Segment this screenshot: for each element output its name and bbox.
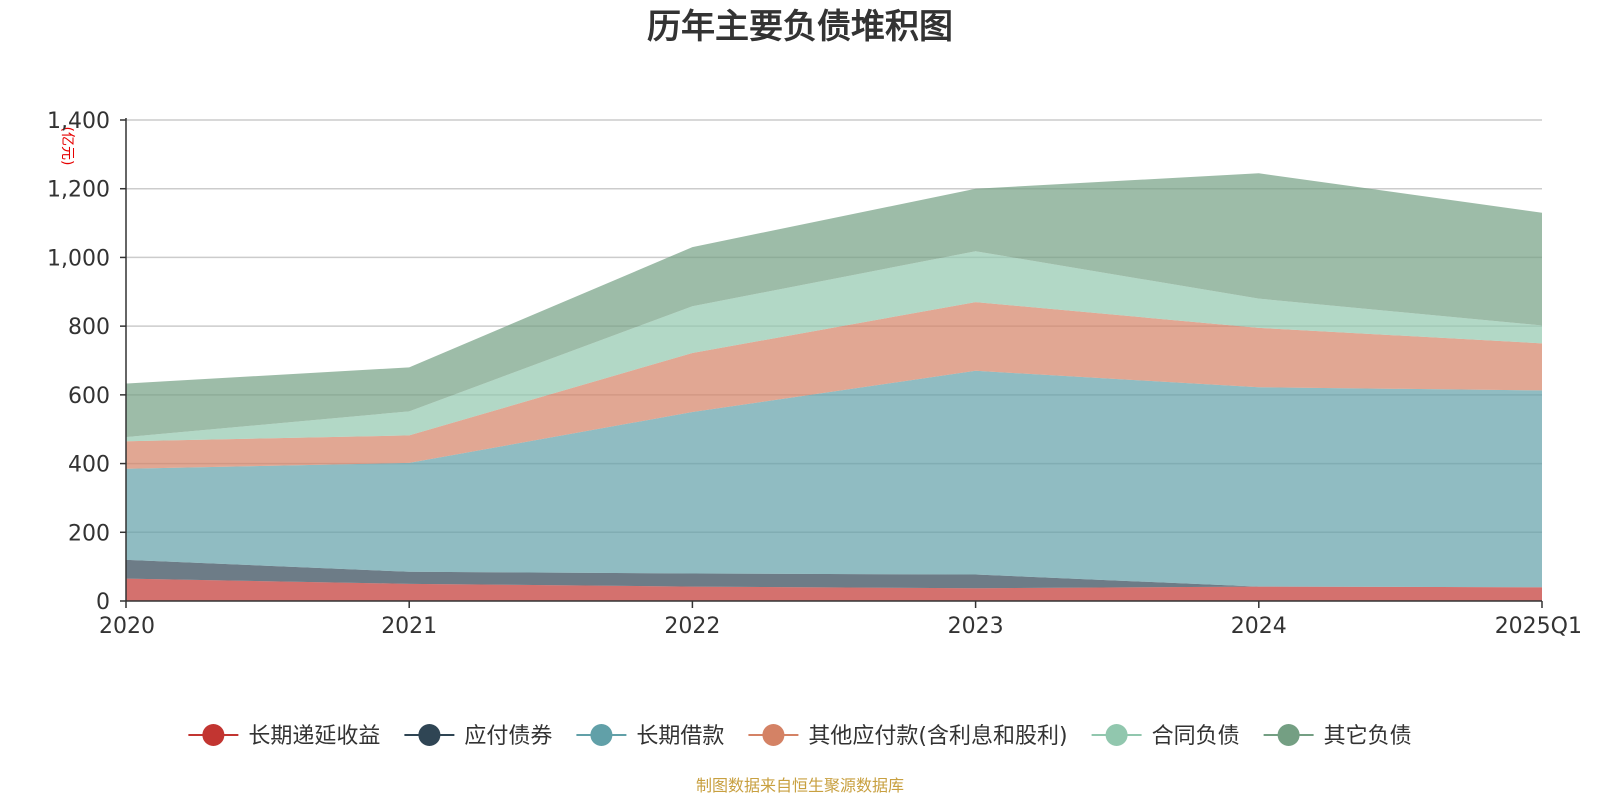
x-tick-label: 2020 (99, 614, 155, 639)
legend-marker (418, 724, 441, 746)
legend-item: 其他应付款(含利息和股利) (748, 724, 1068, 749)
y-tick-label: 1,200 (47, 178, 110, 203)
legend-label: 其它负债 (1324, 724, 1412, 749)
y-tick-label: 800 (68, 315, 110, 340)
area-其他应付款(含利息和股利) (126, 302, 1542, 469)
y-tick-label: 0 (96, 590, 110, 615)
y-tick-label: 200 (68, 521, 110, 546)
legend-label: 其他应付款(含利息和股利) (808, 724, 1067, 749)
legend-marker (1105, 724, 1128, 746)
legend-label: 长期借款 (636, 724, 724, 749)
y-tick-label: 400 (68, 453, 110, 478)
legend-item: 应付债券 (404, 724, 552, 749)
legend-label: 合同负债 (1152, 724, 1240, 749)
area-应付债券 (126, 559, 1542, 589)
area-series-group (126, 173, 1542, 601)
legend-item: 其它负债 (1263, 724, 1412, 749)
area-长期借款 (126, 370, 1542, 588)
legend-marker (1277, 724, 1300, 746)
area-其它负债 (126, 173, 1542, 438)
x-tick-label: 2022 (664, 614, 720, 639)
legend-marker (590, 724, 613, 746)
data-source-note: 制图数据来自恒生聚源数据库 (696, 776, 904, 795)
legend-label: 长期递延收益 (248, 724, 380, 749)
y-tick-label: 1,000 (47, 246, 110, 271)
x-tick-label: 2025Q1 (1495, 614, 1582, 639)
legend-marker (762, 724, 785, 746)
area-合同负债 (126, 251, 1542, 442)
y-tick-label: 600 (68, 384, 110, 409)
legend-item: 长期递延收益 (188, 724, 380, 749)
x-tick-label: 2023 (948, 614, 1004, 639)
axes: 0 200 400 600 800 1,000 1,200 1,400 2020 2021 2022… (47, 109, 1582, 639)
chart-title: 历年主要负债堆积图 (647, 7, 953, 47)
legend-item: 合同负债 (1091, 724, 1240, 749)
area-长期递延收益 (126, 578, 1542, 601)
y-tick-label: 1,400 (47, 109, 110, 134)
legend-label: 应付债券 (464, 724, 552, 749)
x-tick-label: 2021 (381, 614, 437, 639)
legend-item: 长期借款 (576, 724, 724, 749)
legend: 长期递延收益 应付债券 长期借款 其他应付款(含利息和股利) 合同负债 其它负债 (188, 724, 1412, 749)
y-axis-unit: (亿元) (59, 127, 75, 166)
legend-marker (202, 724, 225, 746)
x-tick-label: 2024 (1231, 614, 1287, 639)
